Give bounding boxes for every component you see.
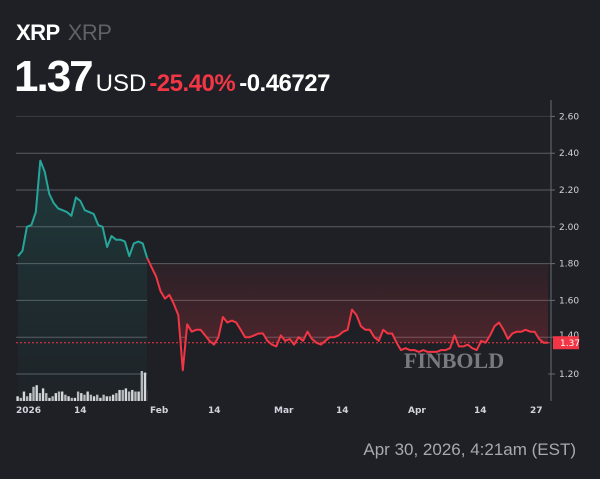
- svg-text:1.37: 1.37: [560, 339, 580, 349]
- price-line: [17, 159, 548, 372]
- x-tick-label: Feb: [150, 406, 169, 416]
- x-tick-label: 14: [336, 406, 349, 416]
- y-tick-label: 1.80: [559, 260, 579, 270]
- symbol-header: XRP XRP: [16, 20, 112, 46]
- x-tick-label: Mar: [274, 406, 294, 416]
- y-tick-label: 1.60: [559, 296, 579, 306]
- y-tick-label: 2.00: [559, 223, 579, 233]
- x-tick-label: 14: [208, 406, 221, 416]
- line-down: [146, 257, 548, 372]
- area-mask: [147, 258, 548, 401]
- volume-bar: [16, 396, 19, 401]
- symbol-ticker: XRP: [16, 20, 60, 45]
- y-tick-label: 2.40: [559, 149, 579, 159]
- change-percent: -25.40%: [149, 70, 236, 97]
- price-row: 1.37 USD -25.40% -0.46727: [14, 52, 330, 102]
- y-tick-label: 2.60: [559, 112, 579, 122]
- y-tick-label: 1.20: [559, 370, 579, 380]
- y-axis[interactable]: 2.60 2.40 2.20 2.00 1.80 1.60 1.40 1.20: [551, 112, 579, 380]
- line-up: [17, 159, 149, 259]
- current-price: 1.37: [14, 52, 94, 101]
- area-down: [147, 263, 548, 343]
- symbol-name: XRP: [67, 20, 112, 45]
- x-tick-label: 14: [74, 406, 87, 416]
- x-tick-label: 2026: [16, 406, 41, 416]
- x-tick-label: Apr: [408, 406, 426, 416]
- price-area: [18, 160, 548, 401]
- change-absolute: -0.46727: [239, 70, 330, 97]
- y-tick-label: 2.20: [559, 186, 579, 196]
- x-axis[interactable]: 2026 14 Feb 14 Mar 14 Apr 14 27: [16, 406, 543, 416]
- timestamp: Apr 30, 2026, 4:21am (EST): [363, 440, 576, 459]
- y-tick-label: 1.40: [559, 331, 579, 341]
- finbold-watermark: FINBOLD: [404, 348, 504, 373]
- x-tick-label: 27: [530, 406, 543, 416]
- area-up: [18, 160, 148, 401]
- currency-label: USD: [95, 70, 147, 97]
- x-tick-label: 14: [474, 406, 487, 416]
- last-price-badge: 1.37: [553, 336, 580, 350]
